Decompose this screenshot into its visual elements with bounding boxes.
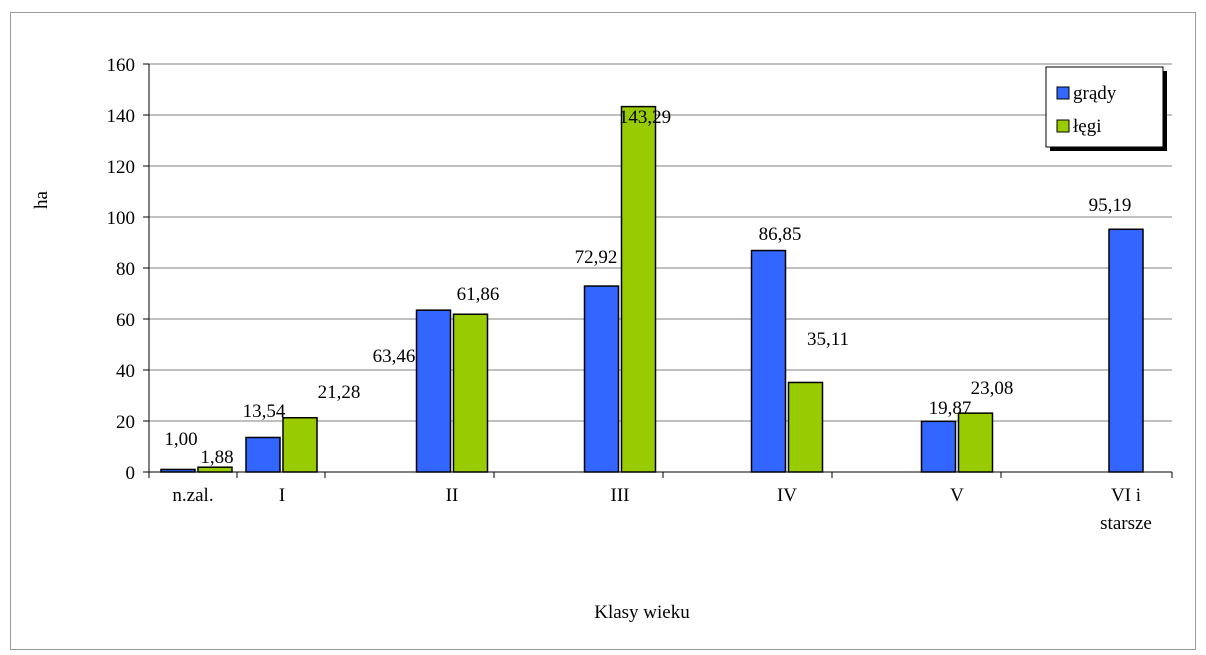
y-tick-label: 120 (107, 157, 136, 178)
data-label: 63,46 (373, 346, 416, 367)
legend-swatch (1056, 119, 1070, 133)
x-tick-label: starsze (1100, 513, 1152, 534)
data-label: 35,11 (807, 329, 849, 350)
y-tick-label: 100 (107, 208, 136, 229)
bar-legi (197, 466, 233, 473)
legend-swatch (1056, 86, 1070, 100)
data-label: 86,85 (759, 224, 802, 245)
data-label: 72,92 (575, 247, 618, 268)
x-tick-label: VI i (1111, 485, 1141, 506)
x-tick-label: n.zal. (172, 485, 213, 506)
bar-legi (787, 381, 824, 473)
data-label: 143,29 (619, 107, 671, 128)
legend-label: łęgi (1073, 116, 1102, 137)
x-tick-label: IV (777, 485, 797, 506)
bar-legi (957, 412, 994, 473)
x-tick-label: I (279, 485, 285, 506)
data-label: 13,54 (243, 401, 286, 422)
y-tick-label: 160 (107, 55, 136, 76)
data-label: 19,87 (929, 398, 972, 419)
bar-legi (452, 313, 489, 473)
data-label: 23,08 (971, 378, 1014, 399)
y-axis-label: ha (31, 190, 52, 209)
bar-legi (282, 416, 318, 473)
bar-grady (415, 309, 452, 473)
bar-grady (583, 285, 620, 473)
data-label: 21,28 (318, 382, 361, 403)
bar-grady (1108, 228, 1144, 473)
legend (1045, 66, 1164, 148)
y-tick-label: 60 (116, 310, 135, 331)
data-label: 1,00 (164, 429, 197, 450)
x-tick-label: II (446, 485, 459, 506)
y-tick-label: 140 (107, 106, 136, 127)
y-tick-label: 40 (116, 361, 135, 382)
x-axis-label: Klasy wieku (594, 602, 690, 623)
bar-grady (920, 420, 957, 473)
data-label: 61,86 (457, 284, 500, 305)
data-label: 95,19 (1089, 195, 1132, 216)
y-tick-label: 80 (116, 259, 135, 280)
y-tick-label: 20 (116, 412, 135, 433)
bar-legi (620, 105, 657, 473)
x-tick-label: V (950, 485, 964, 506)
y-tick-label: 0 (126, 463, 136, 484)
bar-grady (160, 468, 196, 473)
bar-grady (750, 249, 787, 473)
bar-grady (245, 436, 281, 473)
x-tick-label: III (611, 485, 630, 506)
legend-label: grądy (1073, 83, 1117, 104)
data-label: 1,88 (200, 447, 233, 468)
